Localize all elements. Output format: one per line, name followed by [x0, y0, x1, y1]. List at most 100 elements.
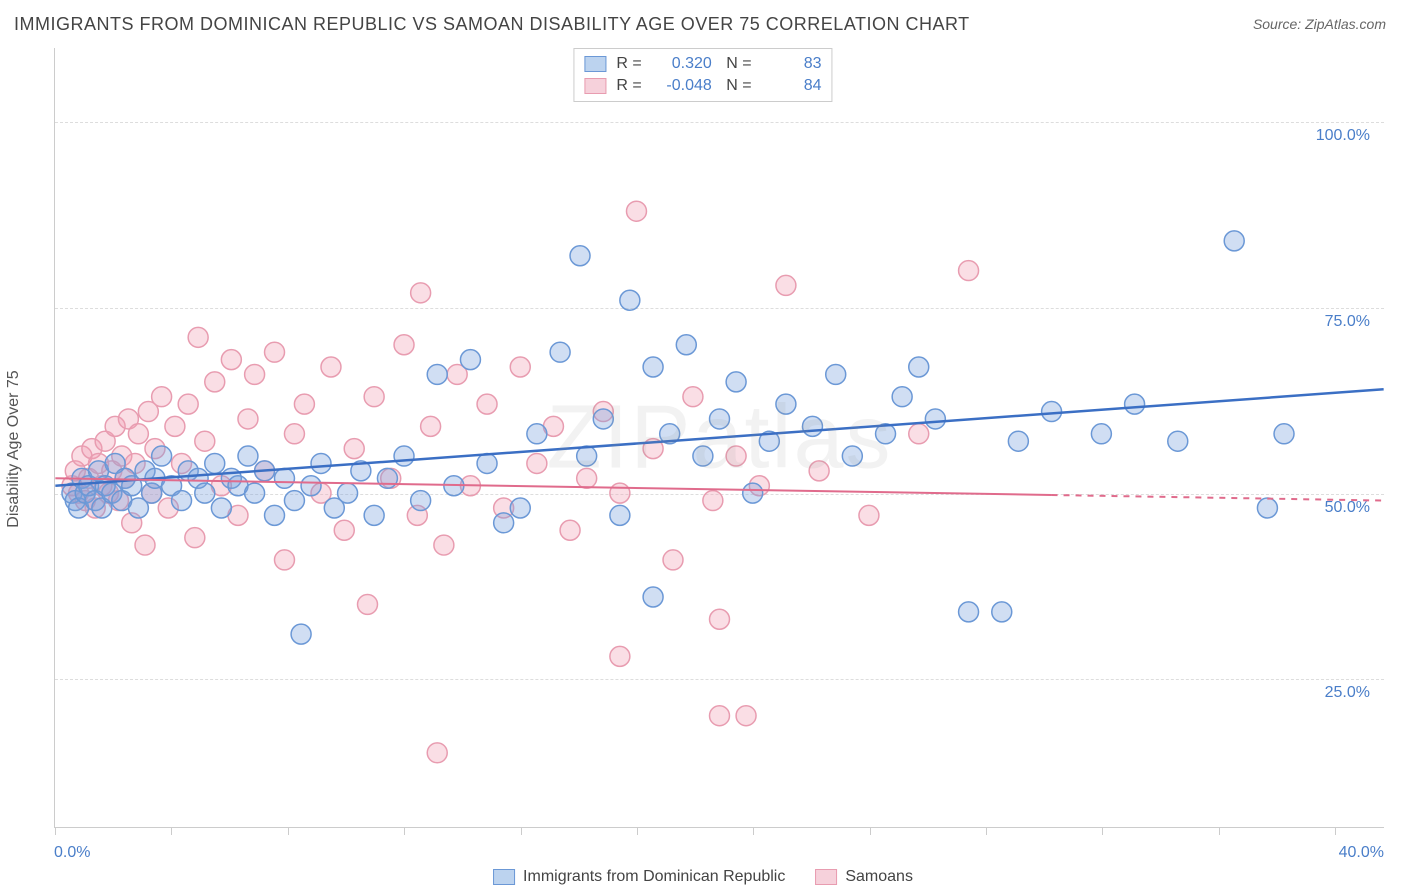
data-point	[610, 483, 630, 503]
data-point	[663, 550, 683, 570]
data-point	[620, 290, 640, 310]
data-point	[152, 387, 172, 407]
plot-container: ZIPatlas 25.0%50.0%75.0%100.0%	[54, 48, 1384, 828]
x-tick	[1102, 827, 1103, 835]
x-tick	[637, 827, 638, 835]
data-point	[394, 335, 414, 355]
data-point	[265, 342, 285, 362]
data-point	[364, 387, 384, 407]
data-point	[570, 246, 590, 266]
series-swatch-icon	[815, 869, 837, 885]
data-point	[550, 342, 570, 362]
x-tick	[404, 827, 405, 835]
data-point	[610, 646, 630, 666]
data-point	[710, 409, 730, 429]
data-point	[238, 409, 258, 429]
data-point	[245, 483, 265, 503]
data-point	[291, 624, 311, 644]
data-point	[726, 372, 746, 392]
scatter-svg	[55, 48, 1384, 827]
data-point	[394, 446, 414, 466]
data-point	[693, 446, 713, 466]
r-value: 0.320	[652, 55, 712, 73]
series-swatch-icon	[584, 78, 606, 94]
data-point	[1168, 431, 1188, 451]
r-label: R =	[616, 55, 641, 73]
data-point	[826, 364, 846, 384]
data-point	[643, 587, 663, 607]
data-point	[809, 461, 829, 481]
data-point	[1274, 424, 1294, 444]
data-point	[892, 387, 912, 407]
data-point	[434, 535, 454, 555]
data-point	[427, 364, 447, 384]
legend-label: Immigrants from Dominican Republic	[523, 868, 785, 886]
series-legend: Immigrants from Dominican Republic Samoa…	[493, 868, 913, 886]
data-point	[560, 520, 580, 540]
data-point	[205, 372, 225, 392]
x-tick	[1219, 827, 1220, 835]
r-label: R =	[616, 77, 641, 95]
data-point	[411, 491, 431, 511]
data-point	[959, 602, 979, 622]
data-point	[859, 505, 879, 525]
data-point	[152, 446, 172, 466]
data-point	[185, 528, 205, 548]
data-point	[710, 706, 730, 726]
r-value: -0.048	[652, 77, 712, 95]
correlation-legend: R = 0.320 N = 83 R = -0.048 N = 84	[573, 48, 832, 102]
data-point	[593, 409, 613, 429]
data-point	[172, 491, 192, 511]
x-tick	[55, 827, 56, 835]
data-point	[959, 261, 979, 281]
data-point	[311, 453, 331, 473]
chart-title: IMMIGRANTS FROM DOMINICAN REPUBLIC VS SA…	[14, 14, 970, 35]
series-swatch-icon	[584, 56, 606, 72]
data-point	[726, 446, 746, 466]
correlation-legend-row: R = 0.320 N = 83	[584, 53, 821, 75]
data-point	[610, 505, 630, 525]
data-point	[1042, 402, 1062, 422]
data-point	[676, 335, 696, 355]
data-point	[364, 505, 384, 525]
x-axis-start-label: 0.0%	[54, 844, 90, 862]
data-point	[925, 409, 945, 429]
x-tick	[986, 827, 987, 835]
data-point	[135, 535, 155, 555]
data-point	[284, 491, 304, 511]
data-point	[411, 283, 431, 303]
trend-line-extrapolated	[1052, 495, 1384, 501]
data-point	[301, 476, 321, 496]
correlation-legend-row: R = -0.048 N = 84	[584, 75, 821, 97]
n-value: 84	[762, 77, 822, 95]
legend-label: Samoans	[845, 868, 913, 886]
data-point	[743, 483, 763, 503]
data-point	[338, 483, 358, 503]
series-swatch-icon	[493, 869, 515, 885]
data-point	[211, 498, 231, 518]
x-tick	[171, 827, 172, 835]
data-point	[195, 483, 215, 503]
legend-item: Immigrants from Dominican Republic	[493, 868, 785, 886]
data-point	[1125, 394, 1145, 414]
data-point	[736, 706, 756, 726]
data-point	[460, 350, 480, 370]
data-point	[494, 513, 514, 533]
x-tick	[870, 827, 871, 835]
data-point	[178, 394, 198, 414]
data-point	[683, 387, 703, 407]
data-point	[265, 505, 285, 525]
data-point	[527, 453, 547, 473]
data-point	[1091, 424, 1111, 444]
data-point	[703, 491, 723, 511]
data-point	[776, 394, 796, 414]
data-point	[477, 394, 497, 414]
x-tick	[1335, 827, 1336, 835]
data-point	[643, 357, 663, 377]
data-point	[427, 743, 447, 763]
y-axis-label: Disability Age Over 75	[5, 370, 23, 527]
data-point	[710, 609, 730, 629]
data-point	[245, 364, 265, 384]
data-point	[238, 446, 258, 466]
legend-item: Samoans	[815, 868, 913, 886]
